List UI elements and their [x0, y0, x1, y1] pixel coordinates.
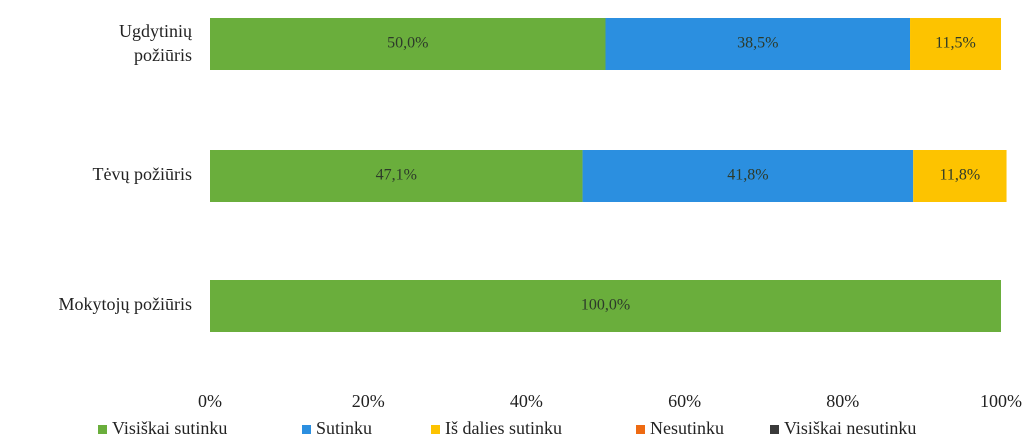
category-label: Mokytojų požiūris — [59, 294, 193, 314]
bar-segment — [582, 150, 914, 202]
x-tick-label: 40% — [510, 391, 543, 411]
legend-swatch — [636, 425, 645, 434]
value-label: 11,5% — [935, 35, 976, 52]
value-label: 41,8% — [727, 167, 768, 184]
legend-swatch — [302, 425, 311, 434]
legend-swatch — [770, 425, 779, 434]
x-tick-label: 0% — [198, 391, 222, 411]
legend-label: Visiškai nesutinku — [784, 418, 916, 438]
value-label: 50,0% — [387, 35, 428, 52]
category-label: Tėvų požiūris — [93, 164, 192, 184]
bar-segment — [210, 18, 606, 70]
x-tick-label: 60% — [668, 391, 701, 411]
legend-swatch — [431, 425, 440, 434]
bar-segment — [910, 18, 1001, 70]
bar-segment — [913, 150, 1007, 202]
bar-segment — [210, 280, 1001, 332]
legend-label: Iš dalies sutinku — [445, 418, 562, 438]
x-tick-label: 20% — [352, 391, 385, 411]
legend-label: Nesutinku — [650, 418, 724, 438]
bar-segment — [605, 18, 911, 70]
legend-label: Sutinku — [316, 418, 372, 438]
bar-segment — [210, 150, 583, 202]
legend-label: Visiškai sutinku — [112, 418, 227, 438]
x-tick-label: 80% — [826, 391, 859, 411]
value-label: 38,5% — [737, 35, 778, 52]
value-label: 47,1% — [376, 167, 417, 184]
value-label: 11,8% — [940, 167, 981, 184]
x-tick-label: 100% — [980, 391, 1022, 411]
value-label: 100,0% — [581, 297, 630, 314]
category-label: Ugdytinių požiūris — [119, 21, 193, 65]
legend-swatch — [98, 425, 107, 434]
